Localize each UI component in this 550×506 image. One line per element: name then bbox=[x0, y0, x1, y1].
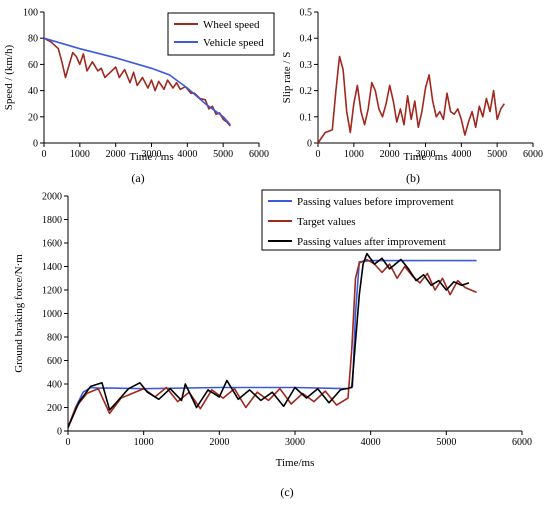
y-tick-label: 1200 bbox=[42, 286, 62, 297]
y-tick-label: 0.1 bbox=[300, 112, 313, 123]
x-tick-label: 0 bbox=[66, 437, 71, 448]
x-tick-label: 2000 bbox=[380, 149, 400, 160]
x-tick-label: 1000 bbox=[344, 149, 364, 160]
y-tick-label: 0 bbox=[307, 139, 312, 150]
y-tick-label: 0 bbox=[33, 139, 38, 150]
x-tick-label: 1000 bbox=[70, 149, 90, 160]
x-tick-label: 5000 bbox=[213, 149, 233, 160]
x-tick-label: 3000 bbox=[416, 149, 436, 160]
x-tick-label: 5000 bbox=[436, 437, 456, 448]
x-tick-label: 6000 bbox=[512, 437, 532, 448]
x-tick-label: 1000 bbox=[134, 437, 154, 448]
x-tick-label: 6000 bbox=[523, 149, 543, 160]
y-tick-label: 60 bbox=[28, 60, 38, 71]
series-line-passing-values-after-improvement bbox=[67, 252, 470, 428]
legend-entry: Passing values before improvement bbox=[297, 196, 454, 208]
panel-label: (b) bbox=[406, 171, 420, 185]
y-axis-label: Slip rate / S bbox=[281, 52, 293, 104]
chart-panel-b: 0 1000 2000 3000 4000 5000 6000 0 0.1 0.2 0.3 0.4 0.… bbox=[281, 8, 543, 186]
series-line-slip-rate bbox=[317, 55, 505, 144]
y-tick-label: 400 bbox=[47, 380, 62, 391]
legend: Passing values before improvement Target … bbox=[261, 189, 501, 251]
legend-box bbox=[167, 12, 275, 56]
y-tick-label: 200 bbox=[47, 403, 62, 414]
series-line-passing-values-before-improvement bbox=[67, 259, 477, 428]
x-axis-label: Time/ms bbox=[276, 457, 315, 469]
y-tick-label: 80 bbox=[28, 34, 38, 45]
y-axis-label: Speed / (km/h) bbox=[3, 44, 15, 110]
x-tick-label: 0 bbox=[42, 149, 47, 160]
legend-entry: Passing values after improvement bbox=[297, 236, 446, 248]
y-tick-label: 0 bbox=[57, 427, 62, 438]
legend-entry: Target values bbox=[297, 216, 356, 228]
series-line-wheel-speed bbox=[43, 37, 231, 127]
x-tick-label: 2000 bbox=[209, 437, 229, 448]
x-tick-label: 4000 bbox=[361, 437, 381, 448]
x-axis-label: Time / ms bbox=[129, 151, 173, 163]
legend-entry: Wheel speed bbox=[203, 19, 260, 31]
panel-label: (c) bbox=[280, 485, 293, 499]
y-axis-label: Ground braking force/N·m bbox=[13, 254, 25, 373]
x-tick-label: 2000 bbox=[106, 149, 126, 160]
y-tick-label: 1800 bbox=[42, 215, 62, 226]
y-tick-label: 0.3 bbox=[300, 60, 313, 71]
y-tick-label: 1000 bbox=[42, 309, 62, 320]
y-tick-label: 0.5 bbox=[300, 8, 313, 19]
x-tick-label: 5000 bbox=[487, 149, 507, 160]
x-axis-label: Time / ms bbox=[403, 151, 447, 163]
x-tick-label: 3000 bbox=[285, 437, 305, 448]
x-tick-label: 6000 bbox=[249, 149, 269, 160]
series-line-vehicle-speed bbox=[43, 37, 231, 126]
legend-entry: Vehicle speed bbox=[203, 37, 264, 49]
panel-label: (a) bbox=[131, 171, 144, 185]
y-tick-label: 600 bbox=[47, 356, 62, 367]
legend-box bbox=[261, 189, 501, 251]
y-tick-label: 40 bbox=[28, 86, 38, 97]
legend: Wheel speed Vehicle speed bbox=[167, 12, 275, 56]
y-tick-label: 100 bbox=[23, 8, 38, 19]
y-tick-label: 800 bbox=[47, 333, 62, 344]
x-tick-label: 3000 bbox=[142, 149, 162, 160]
x-tick-label: 0 bbox=[316, 149, 321, 160]
y-tick-label: 1400 bbox=[42, 262, 62, 273]
chart-panel-a: 0 1000 2000 3000 4000 5000 6000 0 20 40 60 80 100 Tim… bbox=[3, 8, 275, 185]
x-tick-label: 4000 bbox=[451, 149, 471, 160]
x-tick-label: 4000 bbox=[177, 149, 197, 160]
y-tick-label: 1600 bbox=[42, 239, 62, 250]
series-line-target-values bbox=[67, 258, 477, 428]
y-tick-label: 0.4 bbox=[300, 34, 313, 45]
y-tick-label: 2000 bbox=[42, 192, 62, 203]
chart-panel-c: 0 1000 2000 3000 4000 5000 6000 0 200 400 600 800 10… bbox=[13, 189, 532, 499]
y-tick-label: 20 bbox=[28, 112, 38, 123]
y-tick-label: 0.2 bbox=[300, 86, 313, 97]
